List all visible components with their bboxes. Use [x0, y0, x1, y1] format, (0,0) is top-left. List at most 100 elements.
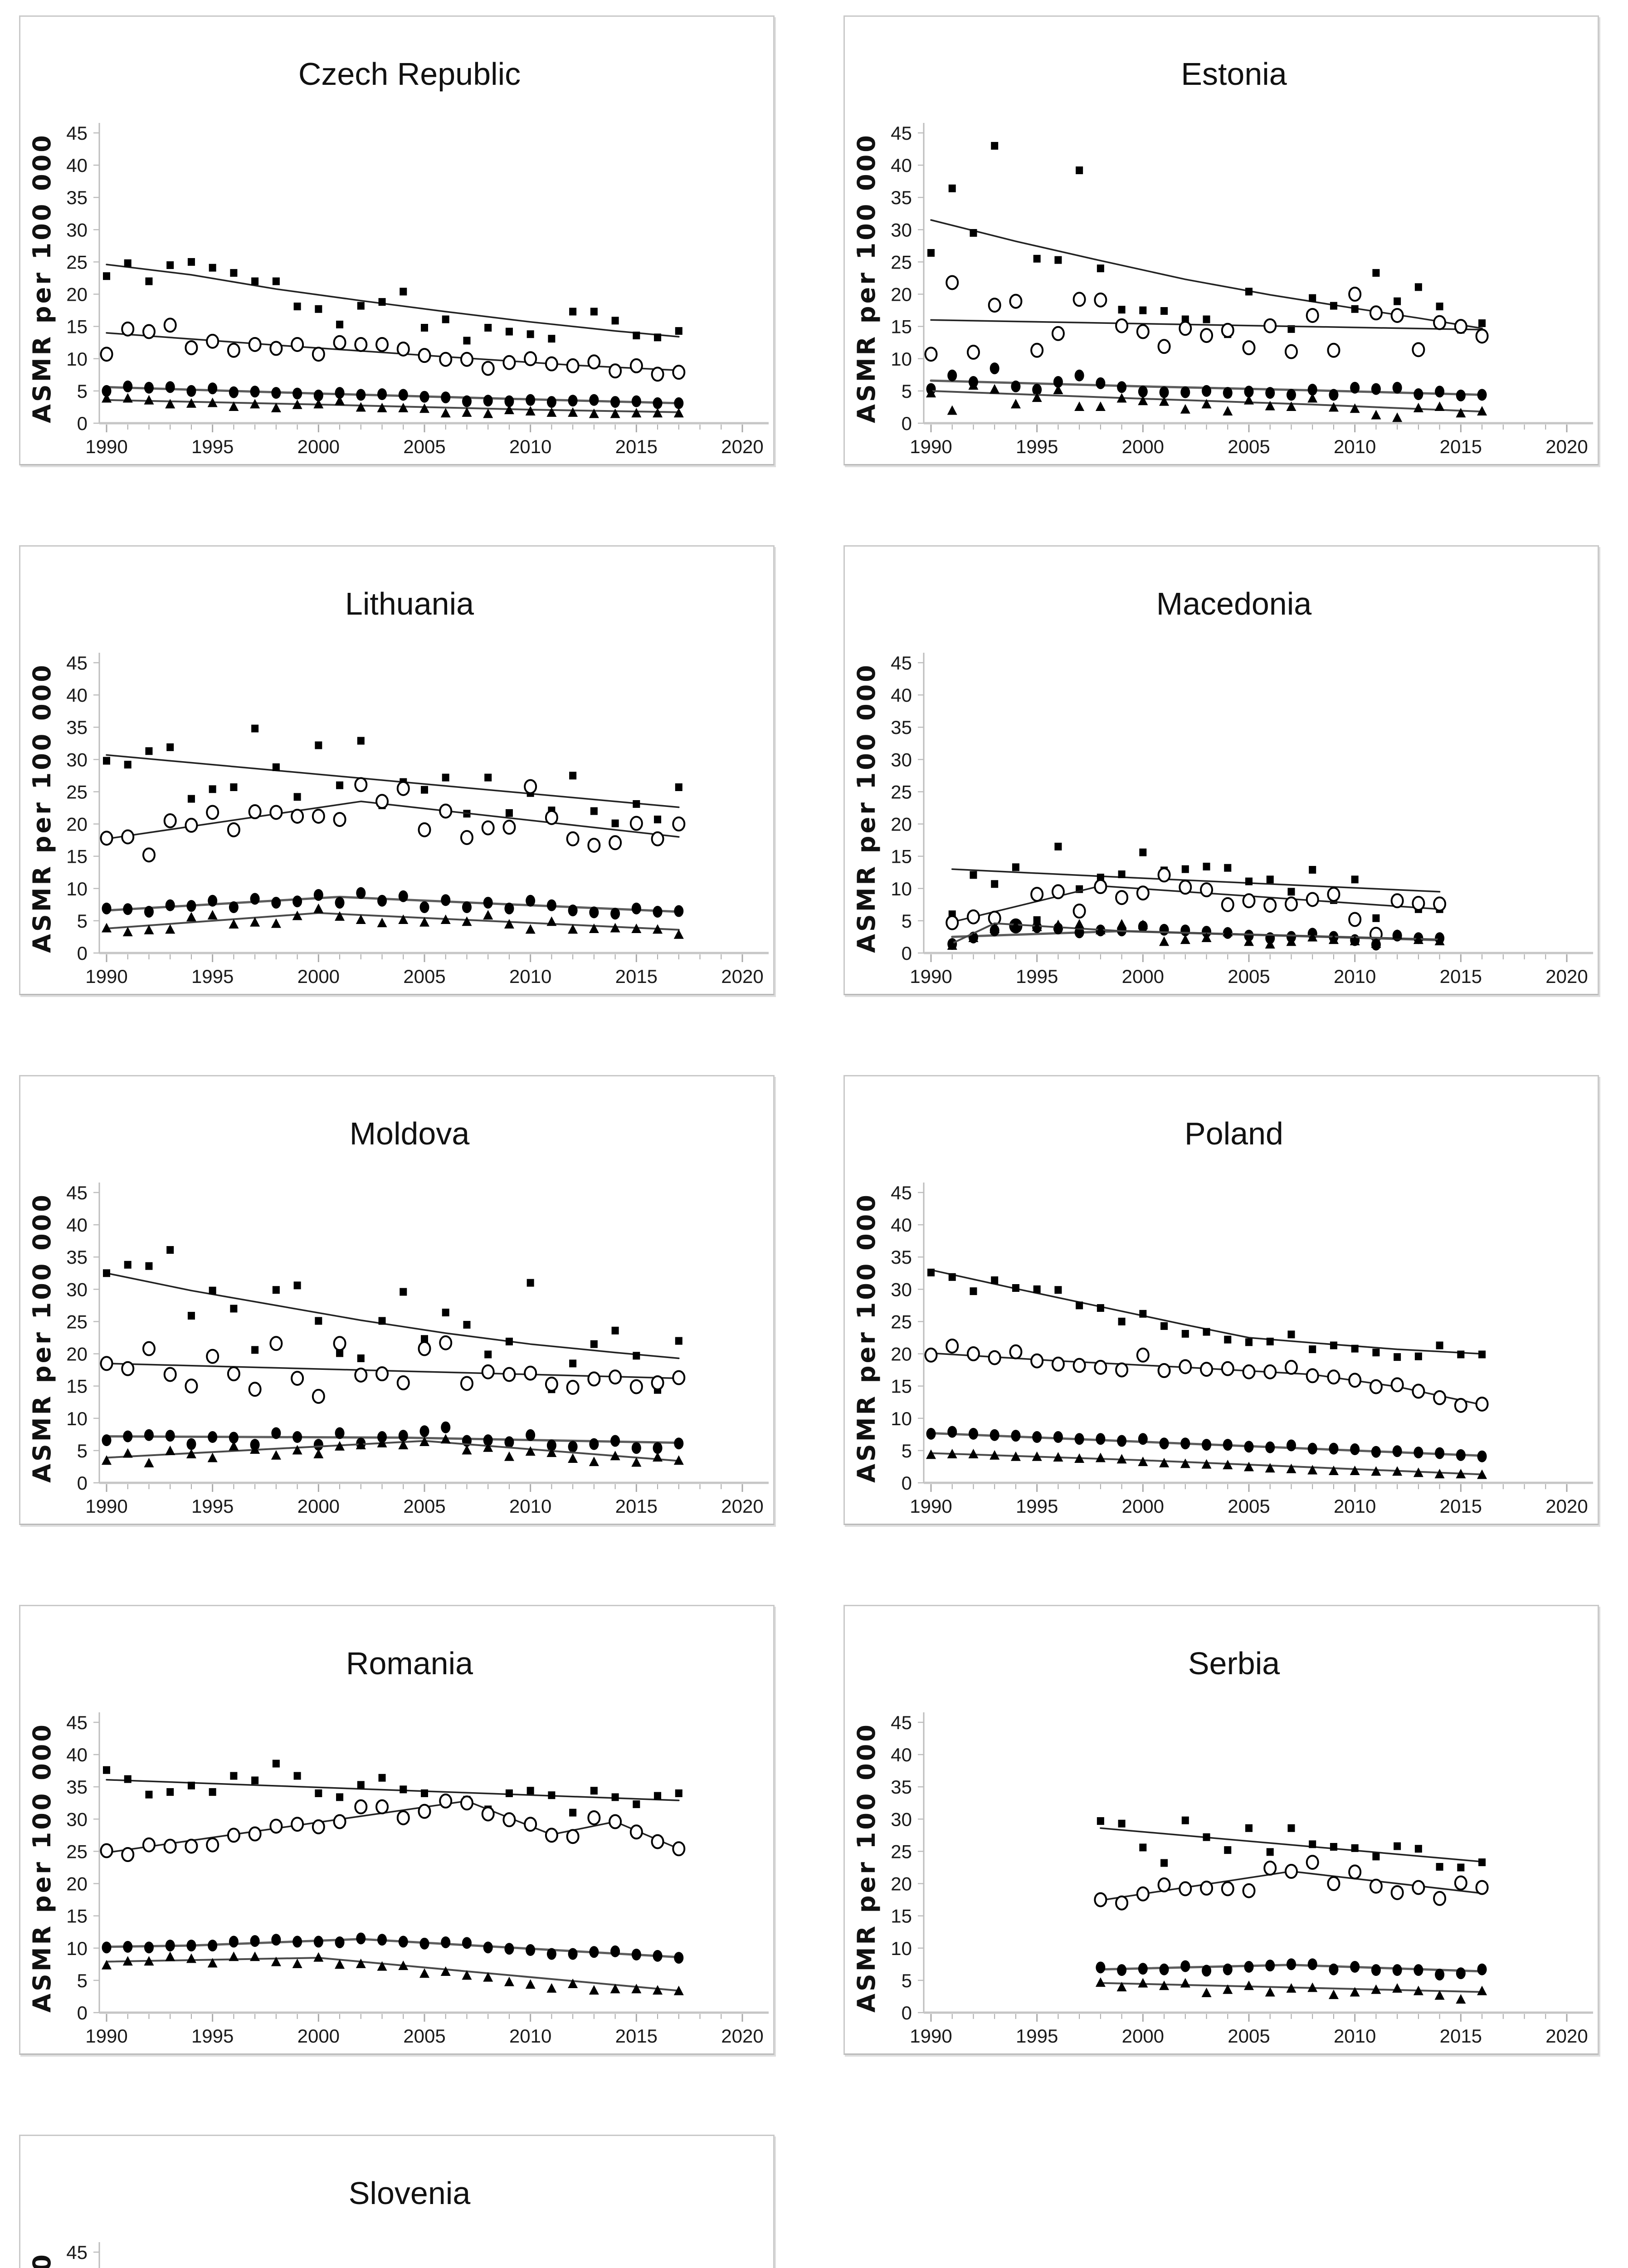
- filled-square-point: [315, 1317, 322, 1325]
- open-circle-point: [1454, 319, 1467, 334]
- open-circle-point: [566, 358, 580, 373]
- filled-triangle-point: [207, 397, 218, 407]
- filled-circle-point: [165, 1430, 175, 1442]
- filled-triangle-point: [1265, 1463, 1275, 1473]
- open-circle-point: [1072, 1358, 1086, 1373]
- chart-title: Macedonia: [1156, 586, 1312, 621]
- filled-triangle-point: [1350, 935, 1360, 945]
- filled-circle-point: [1350, 381, 1360, 394]
- open-circle-point: [269, 1336, 283, 1351]
- series-filled-triangle: [1095, 1977, 1487, 2004]
- open-circle-point: [121, 1361, 135, 1376]
- x-tick-label: 2005: [403, 2025, 445, 2047]
- chart-plot: Moldova ASMR per 100 000 0 5 10 15 20 25 30 35 40 4…: [28, 1116, 769, 1517]
- filled-triangle-point: [144, 395, 154, 405]
- filled-square-point: [590, 807, 598, 815]
- filled-triangle-point: [356, 914, 366, 924]
- open-circle-point: [502, 1367, 516, 1382]
- filled-square-point: [548, 1791, 556, 1799]
- filled-square-point: [251, 1776, 259, 1784]
- filled-circle-point: [1307, 1442, 1317, 1455]
- filled-triangle-point: [610, 1451, 620, 1461]
- y-tick-label: 10: [66, 348, 88, 370]
- open-circle-point: [460, 1376, 473, 1391]
- filled-circle-point: [102, 385, 112, 397]
- open-circle-point: [1179, 1881, 1192, 1897]
- x-tick-label: 2010: [1334, 1496, 1376, 1517]
- filled-triangle-point: [1095, 924, 1106, 934]
- x-tick-label: 2020: [1545, 2025, 1588, 2047]
- filled-square-point: [1245, 1338, 1253, 1346]
- y-tick-label: 25: [66, 1311, 88, 1332]
- x-tick-label: 1990: [85, 1496, 127, 1517]
- filled-square-point: [124, 761, 132, 769]
- filled-circle-point: [335, 897, 345, 909]
- y-tick-label: 45: [891, 1712, 912, 1733]
- filled-triangle-point: [271, 402, 281, 412]
- filled-circle-point: [1392, 1964, 1402, 1976]
- filled-triangle-point: [1307, 393, 1318, 403]
- filled-circle-point: [546, 899, 556, 911]
- y-tick-label: 40: [66, 1744, 88, 1765]
- filled-circle-point: [674, 1437, 684, 1450]
- open-circle-point: [227, 1828, 240, 1843]
- filled-triangle-point: [1371, 410, 1381, 420]
- filled-triangle-point: [313, 399, 324, 409]
- open-circle-point: [1433, 1891, 1447, 1906]
- open-circle-point: [1051, 884, 1065, 899]
- filled-square-point: [1033, 254, 1041, 263]
- y-tick-label: 10: [66, 1938, 88, 1959]
- filled-triangle-point: [398, 1960, 409, 1970]
- filled-square-point: [1309, 866, 1316, 874]
- y-tick-label: 0: [77, 943, 88, 964]
- open-circle-point: [1221, 1881, 1234, 1897]
- open-circle-point: [1390, 893, 1404, 909]
- open-circle-point: [481, 361, 495, 376]
- filled-square-point: [1330, 1843, 1337, 1851]
- filled-square-point: [1478, 1350, 1486, 1359]
- filled-circle-point: [208, 894, 218, 907]
- chart-plot: Estonia ASMR per 100 000 0 5 10 15 20 25 30 35 40 4…: [852, 56, 1593, 457]
- open-circle-point: [418, 1341, 431, 1356]
- x-tick-label: 2010: [509, 1496, 551, 1517]
- filled-square-point: [1414, 283, 1422, 291]
- filled-circle-point: [1392, 381, 1402, 394]
- open-circle-point: [1157, 867, 1171, 883]
- open-circle-point: [1412, 1383, 1425, 1399]
- filled-square-point: [103, 272, 110, 280]
- series-filled-square: [103, 1246, 682, 1394]
- filled-triangle-point: [1477, 1469, 1487, 1479]
- trend-line: [930, 1269, 1483, 1355]
- filled-triangle-point: [165, 1951, 175, 1961]
- filled-square-point: [1330, 302, 1337, 310]
- filled-circle-point: [568, 1441, 578, 1453]
- open-circle-point: [481, 1806, 495, 1822]
- filled-circle-point: [335, 1936, 345, 1948]
- filled-triangle-point: [1010, 1451, 1021, 1461]
- filled-square-point: [166, 1788, 174, 1796]
- filled-circle-point: [398, 1936, 408, 1948]
- open-circle-point: [629, 816, 643, 831]
- filled-circle-point: [356, 1932, 366, 1945]
- filled-triangle-point: [419, 1436, 429, 1446]
- filled-square-point: [1330, 1341, 1337, 1349]
- trend-line: [951, 885, 1441, 923]
- filled-square-point: [421, 324, 428, 332]
- filled-triangle-point: [1477, 406, 1487, 415]
- filled-circle-point: [1244, 929, 1254, 942]
- filled-circle-point: [1265, 1960, 1275, 1972]
- filled-circle-point: [1117, 381, 1127, 393]
- filled-circle-point: [1096, 1961, 1106, 1974]
- filled-circle-point: [1202, 926, 1212, 938]
- open-circle-point: [354, 1799, 368, 1814]
- filled-triangle-point: [440, 914, 451, 924]
- filled-square-point: [103, 757, 110, 765]
- open-circle-point: [1348, 912, 1362, 927]
- filled-square-point: [948, 184, 956, 192]
- series-filled-triangle: [102, 903, 684, 939]
- filled-triangle-point: [1116, 919, 1127, 929]
- open-circle-point: [1454, 1875, 1467, 1891]
- filled-square-point: [421, 1335, 428, 1343]
- y-tick-label: 45: [891, 122, 912, 144]
